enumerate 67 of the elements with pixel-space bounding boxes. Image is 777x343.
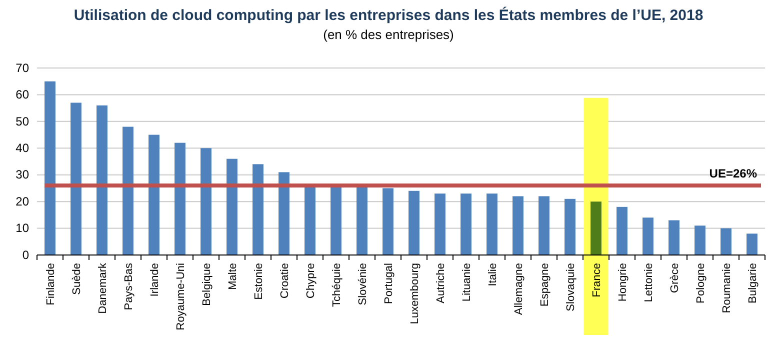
bar — [434, 194, 446, 255]
x-tick-label: Slovaquie — [565, 263, 577, 312]
x-tick-label: Italie — [487, 263, 499, 286]
bar — [616, 206, 628, 255]
bar — [538, 196, 550, 255]
bar — [252, 164, 264, 255]
bar — [590, 202, 602, 255]
y-tick-label: 60 — [16, 88, 30, 102]
x-tick-label: Malte — [227, 263, 239, 290]
chart-title: Utilisation de cloud computing par les entreprises dans les États membres de l’UE, 2018 — [74, 6, 704, 24]
bar — [356, 186, 368, 255]
bar — [304, 186, 316, 255]
y-tick-label: 20 — [16, 194, 30, 208]
y-tick-label: 40 — [16, 140, 30, 155]
bar — [148, 134, 160, 255]
x-tick-label: Bulgarie — [747, 263, 759, 304]
bar — [44, 81, 56, 255]
bar — [694, 226, 706, 255]
y-tick-label: 50 — [16, 114, 30, 128]
x-tick-label: Slovénie — [357, 263, 369, 306]
bar — [512, 196, 524, 255]
bar — [408, 190, 420, 255]
bar — [226, 158, 238, 255]
y-tick-label: 70 — [16, 60, 30, 75]
x-tick-label: Portugal — [383, 263, 395, 304]
x-tick-label: Suède — [71, 263, 83, 295]
bar — [278, 172, 290, 255]
bar — [96, 105, 108, 255]
bar — [642, 218, 654, 255]
y-tick-label: 10 — [16, 221, 30, 236]
x-tick-label: Roumanie — [721, 263, 733, 314]
x-tick-label: Royaume-Uni — [175, 263, 187, 330]
x-tick-label: Lituanie — [461, 263, 473, 302]
ref-line-label: UE=26% — [709, 166, 758, 181]
x-tick-label: Irlande — [149, 263, 161, 297]
x-tick-label: Pays-Bas — [123, 262, 135, 310]
bar — [382, 188, 394, 255]
bar — [122, 126, 134, 255]
bar — [486, 194, 498, 255]
x-tick-label: Lettonie — [643, 263, 655, 302]
bar — [460, 194, 472, 255]
x-tick-label: Tchéquie — [331, 263, 343, 308]
chart-subtitle: (en % des entreprises) — [323, 27, 454, 42]
bar — [668, 220, 680, 255]
bar — [564, 198, 576, 255]
x-tick-label: Hongrie — [617, 263, 629, 302]
x-tick-label: Danemark — [97, 262, 109, 314]
x-tick-label: Espagne — [539, 263, 551, 306]
bar — [174, 142, 186, 255]
x-tick-label: Belgique — [201, 263, 213, 306]
x-tick-label: Chypre — [305, 263, 317, 298]
x-tick-label: Croatie — [279, 263, 291, 298]
x-tick-label: Allemagne — [513, 263, 525, 315]
x-tick-label: Estonie — [253, 263, 265, 300]
x-tick-label: Autriche — [435, 263, 447, 304]
bar — [70, 102, 82, 255]
bar — [746, 234, 758, 255]
x-tick-label: Grèce — [669, 263, 681, 293]
x-tick-label: Finlande — [45, 263, 57, 306]
x-tick-label: Luxembourg — [409, 263, 421, 324]
y-tick-label: 30 — [16, 168, 30, 182]
bar — [720, 228, 732, 255]
x-tick-label: Pologne — [695, 263, 707, 304]
y-tick-label: 0 — [22, 248, 30, 262]
bar — [330, 186, 342, 255]
x-tick-label: France — [591, 263, 603, 298]
bar — [200, 148, 212, 255]
